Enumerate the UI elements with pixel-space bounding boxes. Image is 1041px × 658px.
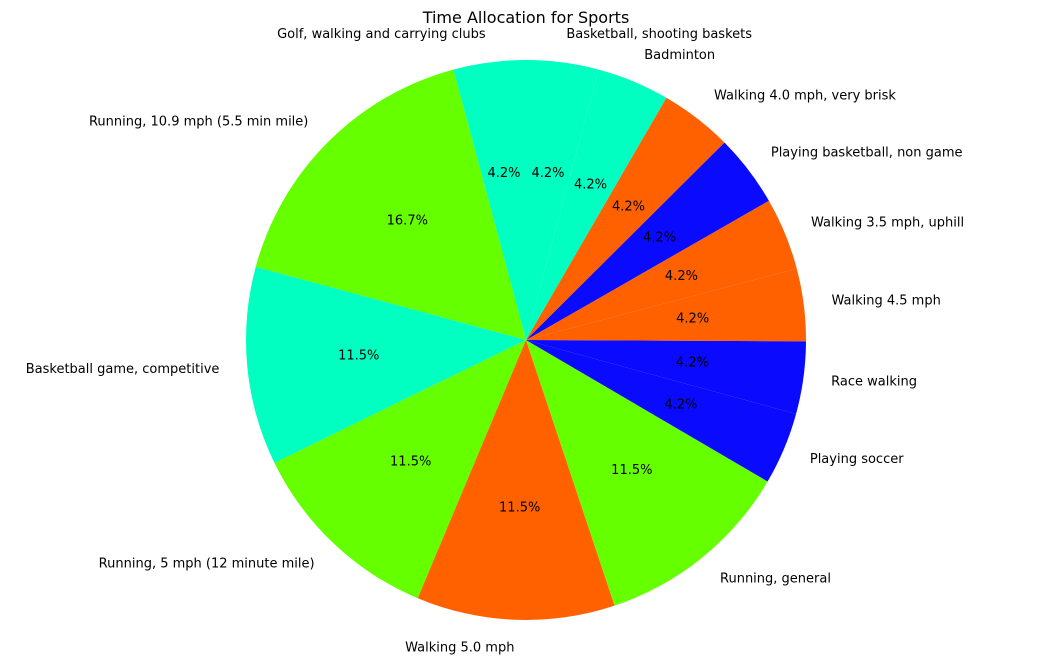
slice-percent-label: 4.2% — [665, 269, 698, 284]
pie-slice — [526, 69, 667, 340]
pie-labels: 4.2% Golf, walking and carrying clubs 16.7… — [26, 27, 964, 655]
slice-percent-label: 4.2% — [643, 231, 676, 246]
slice-category-label: Basketball game, competitive — [26, 362, 220, 377]
pie-slice — [526, 340, 797, 482]
pie-slice — [526, 268, 807, 342]
slice-percent-label: 4.2% — [676, 355, 709, 370]
slice-percent-label: 4.2% — [574, 177, 607, 192]
slice-percent-label: 11.5% — [611, 463, 652, 478]
pie-slice — [526, 340, 768, 606]
slice-percent-label: 4.2% — [676, 311, 709, 326]
slice-category-label: Walking 5.0 mph — [405, 640, 514, 655]
slice-category-label: Golf, walking and carrying clubs — [277, 27, 486, 42]
pie-slice — [526, 200, 797, 340]
slice-category-label: Race walking — [831, 374, 917, 389]
pie-slice — [526, 60, 599, 340]
pie-slice — [417, 340, 615, 620]
slice-category-label: Badminton — [644, 48, 715, 63]
slice-percent-label: 4.2% — [612, 199, 645, 214]
pie-slice — [526, 340, 806, 414]
slice-category-label: Basketball, shooting baskets — [566, 27, 752, 42]
pie-slices — [246, 60, 807, 620]
pie-slice — [453, 60, 526, 340]
slice-percent-label: 4.2% — [531, 166, 564, 181]
slice-category-label: Running, general — [720, 572, 831, 587]
slice-percent-label: 11.5% — [499, 500, 540, 515]
pie-slice — [526, 97, 725, 340]
slice-percent-label: 11.5% — [390, 455, 431, 470]
chart-title: Time Allocation for Sports — [422, 8, 630, 27]
slice-category-label: Walking 4.5 mph — [832, 294, 941, 309]
slice-percent-label: 11.5% — [338, 348, 379, 363]
slice-percent-label: 4.2% — [664, 398, 697, 413]
slice-percent-label: 4.2% — [487, 166, 520, 181]
slice-percent-label: 16.7% — [387, 214, 428, 229]
pie-slice — [246, 266, 527, 464]
slice-category-label: Running, 5 mph (12 minute mile) — [99, 556, 315, 571]
pie-slice — [526, 142, 769, 340]
pie-slice — [255, 69, 526, 340]
slice-category-label: Running, 10.9 mph (5.5 min mile) — [89, 115, 308, 130]
pie-slice — [274, 340, 526, 599]
slice-category-label: Playing basketball, non game — [771, 146, 963, 161]
slice-category-label: Walking 4.0 mph, very brisk — [714, 89, 896, 104]
slice-category-label: Walking 3.5 mph, uphill — [811, 216, 964, 231]
slice-category-label: Playing soccer — [810, 452, 904, 467]
